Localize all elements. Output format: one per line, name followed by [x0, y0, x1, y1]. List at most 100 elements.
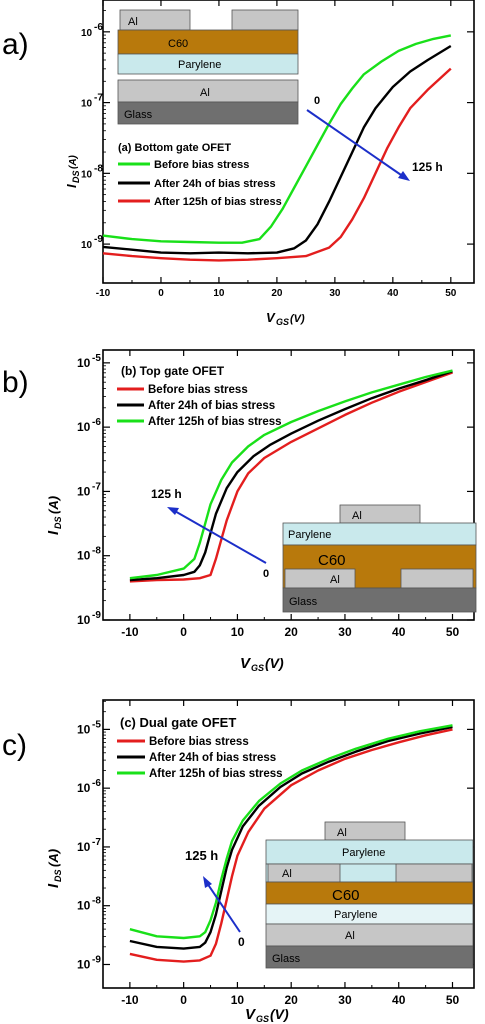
inset-c-glass-label: Glass	[272, 953, 301, 965]
arrow-a-start-label: 0	[314, 95, 320, 107]
y-tick-label: 10	[77, 613, 91, 627]
arrow-c-end-label: 125 h	[185, 848, 218, 863]
y-tick-exponent: -6	[92, 417, 101, 428]
y-tick-exponent: -5	[92, 353, 101, 364]
inset-a-glass-layer	[117, 101, 299, 125]
panel-c-ylabel-main: I	[45, 883, 62, 888]
arrow-a-line	[306, 109, 405, 178]
inset-c-parylene-top	[265, 839, 474, 865]
series-line-1	[129, 725, 453, 950]
x-tick-label: 20	[285, 625, 299, 639]
series-line-2	[129, 369, 453, 580]
inset-c-al-top-label: Al	[337, 827, 347, 839]
arrow-b-end-label: 125 h	[151, 487, 182, 501]
inset-a-parylene-layer	[117, 53, 299, 75]
x-tick-label: 0	[180, 993, 187, 1007]
panel-a-ylabel-main: I	[64, 184, 79, 188]
x-tick-label: 10	[231, 625, 245, 639]
inset-c-glass-layer	[265, 945, 474, 969]
panel-b-xlabel-unit: (V)	[265, 655, 284, 671]
y-tick-label: 10	[77, 549, 91, 563]
x-tick-label: 30	[329, 288, 341, 299]
x-tick-label: 30	[338, 625, 352, 639]
inset-b-parylene-label: Parylene	[288, 529, 331, 541]
inset-c-parylene-top-label: Parylene	[342, 847, 385, 859]
legend-b-label-0: Before bias stress	[148, 384, 248, 396]
y-tick-label: 10	[77, 356, 91, 370]
y-tick-label: 10	[77, 781, 91, 795]
panel-b-ylabel-main: I	[45, 530, 62, 535]
y-tick-label: 10	[77, 420, 91, 434]
arrow-c-line	[206, 882, 241, 933]
x-tick-label: 10	[231, 993, 245, 1007]
arrow-c-start-label: 0	[238, 935, 245, 949]
inset-a-parylene-label: Parylene	[178, 59, 221, 71]
inset-c-parylene-bottom-label: Parylene	[334, 909, 377, 921]
panel-b-ylabel: I DS (A)	[45, 496, 63, 535]
x-tick-label: 50	[446, 625, 460, 639]
panel-a-letter: a)	[2, 28, 29, 61]
panel-a-ylabel: I DS (A)	[64, 154, 81, 188]
inset-c-al-gate	[265, 923, 474, 947]
x-tick-label: 40	[392, 625, 406, 639]
panel-b-xlabel-main: V	[240, 655, 252, 672]
plot-frame	[102, 349, 475, 621]
inset-a-c60-layer	[117, 29, 299, 55]
panel-b-arrow: 125 h 0	[151, 487, 269, 580]
inset-a-al-right	[231, 9, 299, 31]
panel-c-arrow: 125 h 0	[185, 848, 245, 949]
arrow-b-line	[172, 509, 267, 564]
inset-c-c60-label: C60	[332, 887, 360, 904]
y-tick-label: 10	[77, 840, 91, 854]
arrow-a-end-label: 125 h	[412, 160, 443, 174]
panel-b-title: (b) Top gate OFET	[121, 364, 225, 378]
y-tick-exponent: -7	[92, 481, 101, 492]
series-line-0	[102, 34, 452, 244]
panel-a-ylabel-unit: (A)	[68, 154, 79, 169]
y-tick-label: 10	[81, 169, 93, 180]
y-tick-label: 10	[81, 240, 93, 251]
inset-c-al-left-label: Al	[282, 868, 292, 880]
panel-c-title: (c) Dual gate OFET	[120, 715, 236, 730]
x-tick-label: 20	[285, 993, 299, 1007]
panel-a-title: (a) Bottom gate OFET	[118, 142, 231, 154]
panel-b-ylabel-sub: DS	[53, 516, 63, 529]
panel-a-xlabel-main: V	[266, 310, 276, 325]
x-tick-label: 10	[213, 288, 225, 299]
inset-c-gate-label: Al	[345, 930, 355, 942]
panel-b-letter: b)	[2, 366, 29, 399]
x-tick-label: -10	[96, 288, 111, 299]
legend-c-label-1: After 24h of bias stress	[149, 752, 276, 764]
y-tick-exponent: -8	[92, 896, 101, 907]
inset-a-al-label: Al	[128, 16, 138, 28]
series-line-0	[129, 728, 453, 963]
inset-a-glass-label: Glass	[124, 109, 153, 121]
inset-b-al-left-label: Al	[330, 574, 340, 586]
y-tick-label: 10	[81, 28, 93, 39]
panel-c-xlabel: V GS (V)	[245, 1006, 289, 1024]
inset-b-glass-layer	[282, 587, 477, 613]
panel-b-inset: Al Parylene C60 Al Al Glass	[282, 504, 477, 613]
arrow-b-start-label: 0	[263, 568, 269, 580]
inset-a-c60-label: C60	[168, 38, 188, 50]
x-tick-label: 30	[338, 993, 352, 1007]
y-tick-label: 10	[77, 957, 91, 971]
x-tick-label: -10	[121, 625, 139, 639]
series-line-0	[129, 371, 453, 583]
panel-c-ylabel-sub: DS	[53, 869, 63, 882]
panel-a-xlabel-sub: GS	[276, 317, 289, 327]
legend-b-label-2: After 125h of bias stress	[148, 416, 282, 428]
panel-c-ylabel-unit: (A)	[46, 849, 61, 867]
panel-c-ylabel: I DS (A)	[45, 849, 63, 888]
legend-a-label-1: After 24h of bias stress	[154, 178, 276, 190]
y-tick-exponent: -7	[94, 93, 103, 104]
x-tick-label: 50	[445, 288, 457, 299]
arrow-c-head	[203, 876, 212, 888]
panel-a-legend: (a) Bottom gate OFET Before bias stress …	[118, 142, 282, 208]
panel-c-legend: (c) Dual gate OFET Before bias stress Af…	[117, 715, 283, 780]
x-tick-label: 40	[392, 993, 406, 1007]
